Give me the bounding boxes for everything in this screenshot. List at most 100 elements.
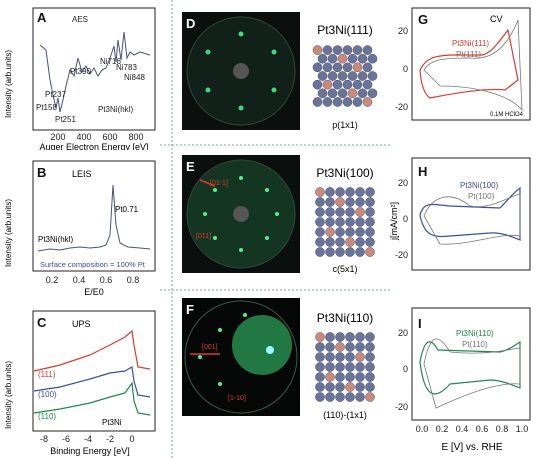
i-xtick-0: 0.0	[416, 424, 429, 434]
peak-pt390: Pt390	[70, 67, 91, 76]
panel-b-leis: B LEIS Pt0.71 Pt3Ni(hkl) Surface composi…	[4, 160, 156, 297]
panel-letter-c: C	[37, 315, 47, 330]
atom	[325, 247, 335, 257]
panel-letter-i: I	[418, 316, 422, 331]
atom	[315, 237, 325, 247]
h-ytick-m20: -20	[395, 250, 408, 260]
atom	[357, 71, 368, 81]
atom	[315, 372, 325, 382]
peak-ni716: Ni716	[100, 57, 121, 66]
atom	[345, 187, 355, 197]
atom	[357, 53, 368, 64]
atom	[352, 79, 363, 90]
atom	[315, 352, 325, 362]
atom	[315, 187, 325, 197]
e-surface: Pt3Ni(100)	[316, 166, 373, 180]
e-dir1: [01-1]	[210, 180, 228, 187]
atom	[345, 247, 355, 257]
atom	[365, 187, 375, 197]
g-ytick-20: 20	[398, 26, 408, 36]
atom	[335, 247, 345, 257]
atom	[312, 45, 323, 55]
atom	[367, 53, 378, 64]
atom	[345, 207, 355, 217]
g-ytick-0: 0	[403, 64, 408, 74]
leis-ylabel: Intensity (arb.units)	[4, 199, 13, 267]
ups-title: UPS	[72, 319, 91, 329]
atom	[352, 97, 363, 107]
atom	[315, 342, 325, 352]
atom	[325, 187, 335, 197]
atom	[335, 197, 345, 207]
g-title: CV	[490, 14, 503, 24]
atom	[325, 352, 335, 362]
atom-model-110	[315, 332, 375, 402]
atom	[345, 362, 355, 372]
atom	[342, 97, 353, 107]
atom	[365, 362, 375, 372]
peak-ni848: Ni848	[124, 73, 145, 82]
ups-xtick-2: -4	[84, 434, 92, 444]
atom	[345, 382, 355, 392]
atom	[315, 227, 325, 237]
atom	[337, 53, 348, 64]
atom	[332, 79, 343, 90]
atom	[342, 62, 353, 73]
aes-sample: Pt3Ni(hkl)	[98, 105, 133, 114]
i-ytick-0: 0	[403, 364, 408, 374]
atom	[335, 372, 345, 382]
atom	[315, 382, 325, 392]
atom-model-111	[312, 45, 378, 107]
peak-pt237: Pt237	[45, 90, 66, 99]
atom	[365, 197, 375, 207]
peak-ni783: Ni783	[116, 63, 137, 72]
atom	[355, 382, 365, 392]
atom	[337, 88, 348, 99]
h-ytick-0: 0	[403, 214, 408, 224]
aes-xtick-800: 800	[128, 132, 143, 142]
atom	[355, 362, 365, 372]
atom	[345, 197, 355, 207]
atom	[315, 362, 325, 372]
atom	[365, 247, 375, 257]
panel-letter-a: A	[37, 10, 47, 25]
panel-letter-d: D	[186, 16, 195, 31]
panel-middle: D [01-1] [011] E [001] [1-10] F Pt3Ni(11…	[160, 0, 390, 459]
cv-xlabel: E [V] vs. RHE	[441, 442, 502, 453]
atom	[355, 217, 365, 227]
atom	[335, 217, 345, 227]
atom	[345, 237, 355, 247]
atom	[327, 71, 338, 81]
atom	[335, 362, 345, 372]
atom	[365, 372, 375, 382]
panel-letter-h: H	[418, 164, 427, 179]
i-xtick-1: 0.2	[436, 424, 449, 434]
aes-xlabel: Auger Electron Energy [eV]	[39, 142, 148, 150]
g-ytick-m20: -20	[395, 102, 408, 112]
atom	[362, 45, 373, 55]
atom	[357, 88, 368, 99]
atom	[355, 227, 365, 237]
i-xtick-3: 0.6	[476, 424, 489, 434]
atom	[335, 382, 345, 392]
atom	[315, 392, 325, 402]
f-dir1: [001]	[202, 344, 218, 351]
atom	[332, 62, 343, 73]
i-xtick-5: 1.0	[516, 424, 529, 434]
atom	[335, 342, 345, 352]
ups-curve-111: (111)	[38, 370, 56, 379]
atom	[345, 332, 355, 342]
f-dir2: [1-10]	[228, 395, 246, 402]
h-ytick-20: 20	[398, 178, 408, 188]
leis-note: Surface composition = 100% Pt	[40, 260, 146, 269]
atom	[365, 392, 375, 402]
atom	[322, 97, 333, 107]
panel-cv: G CV Pt3Ni(111) Pt(111) 0.1M HClO4 20 0 …	[390, 7, 531, 453]
atom	[365, 237, 375, 247]
aes-xtick-600: 600	[102, 132, 117, 142]
atom	[365, 217, 375, 227]
atom	[355, 207, 365, 217]
panel-a-aes: A AES Pt158 Pt237 Pt251 Pt390 Ni716 Ni78…	[4, 7, 156, 150]
atom	[365, 207, 375, 217]
panel-letter-f: F	[186, 302, 194, 317]
